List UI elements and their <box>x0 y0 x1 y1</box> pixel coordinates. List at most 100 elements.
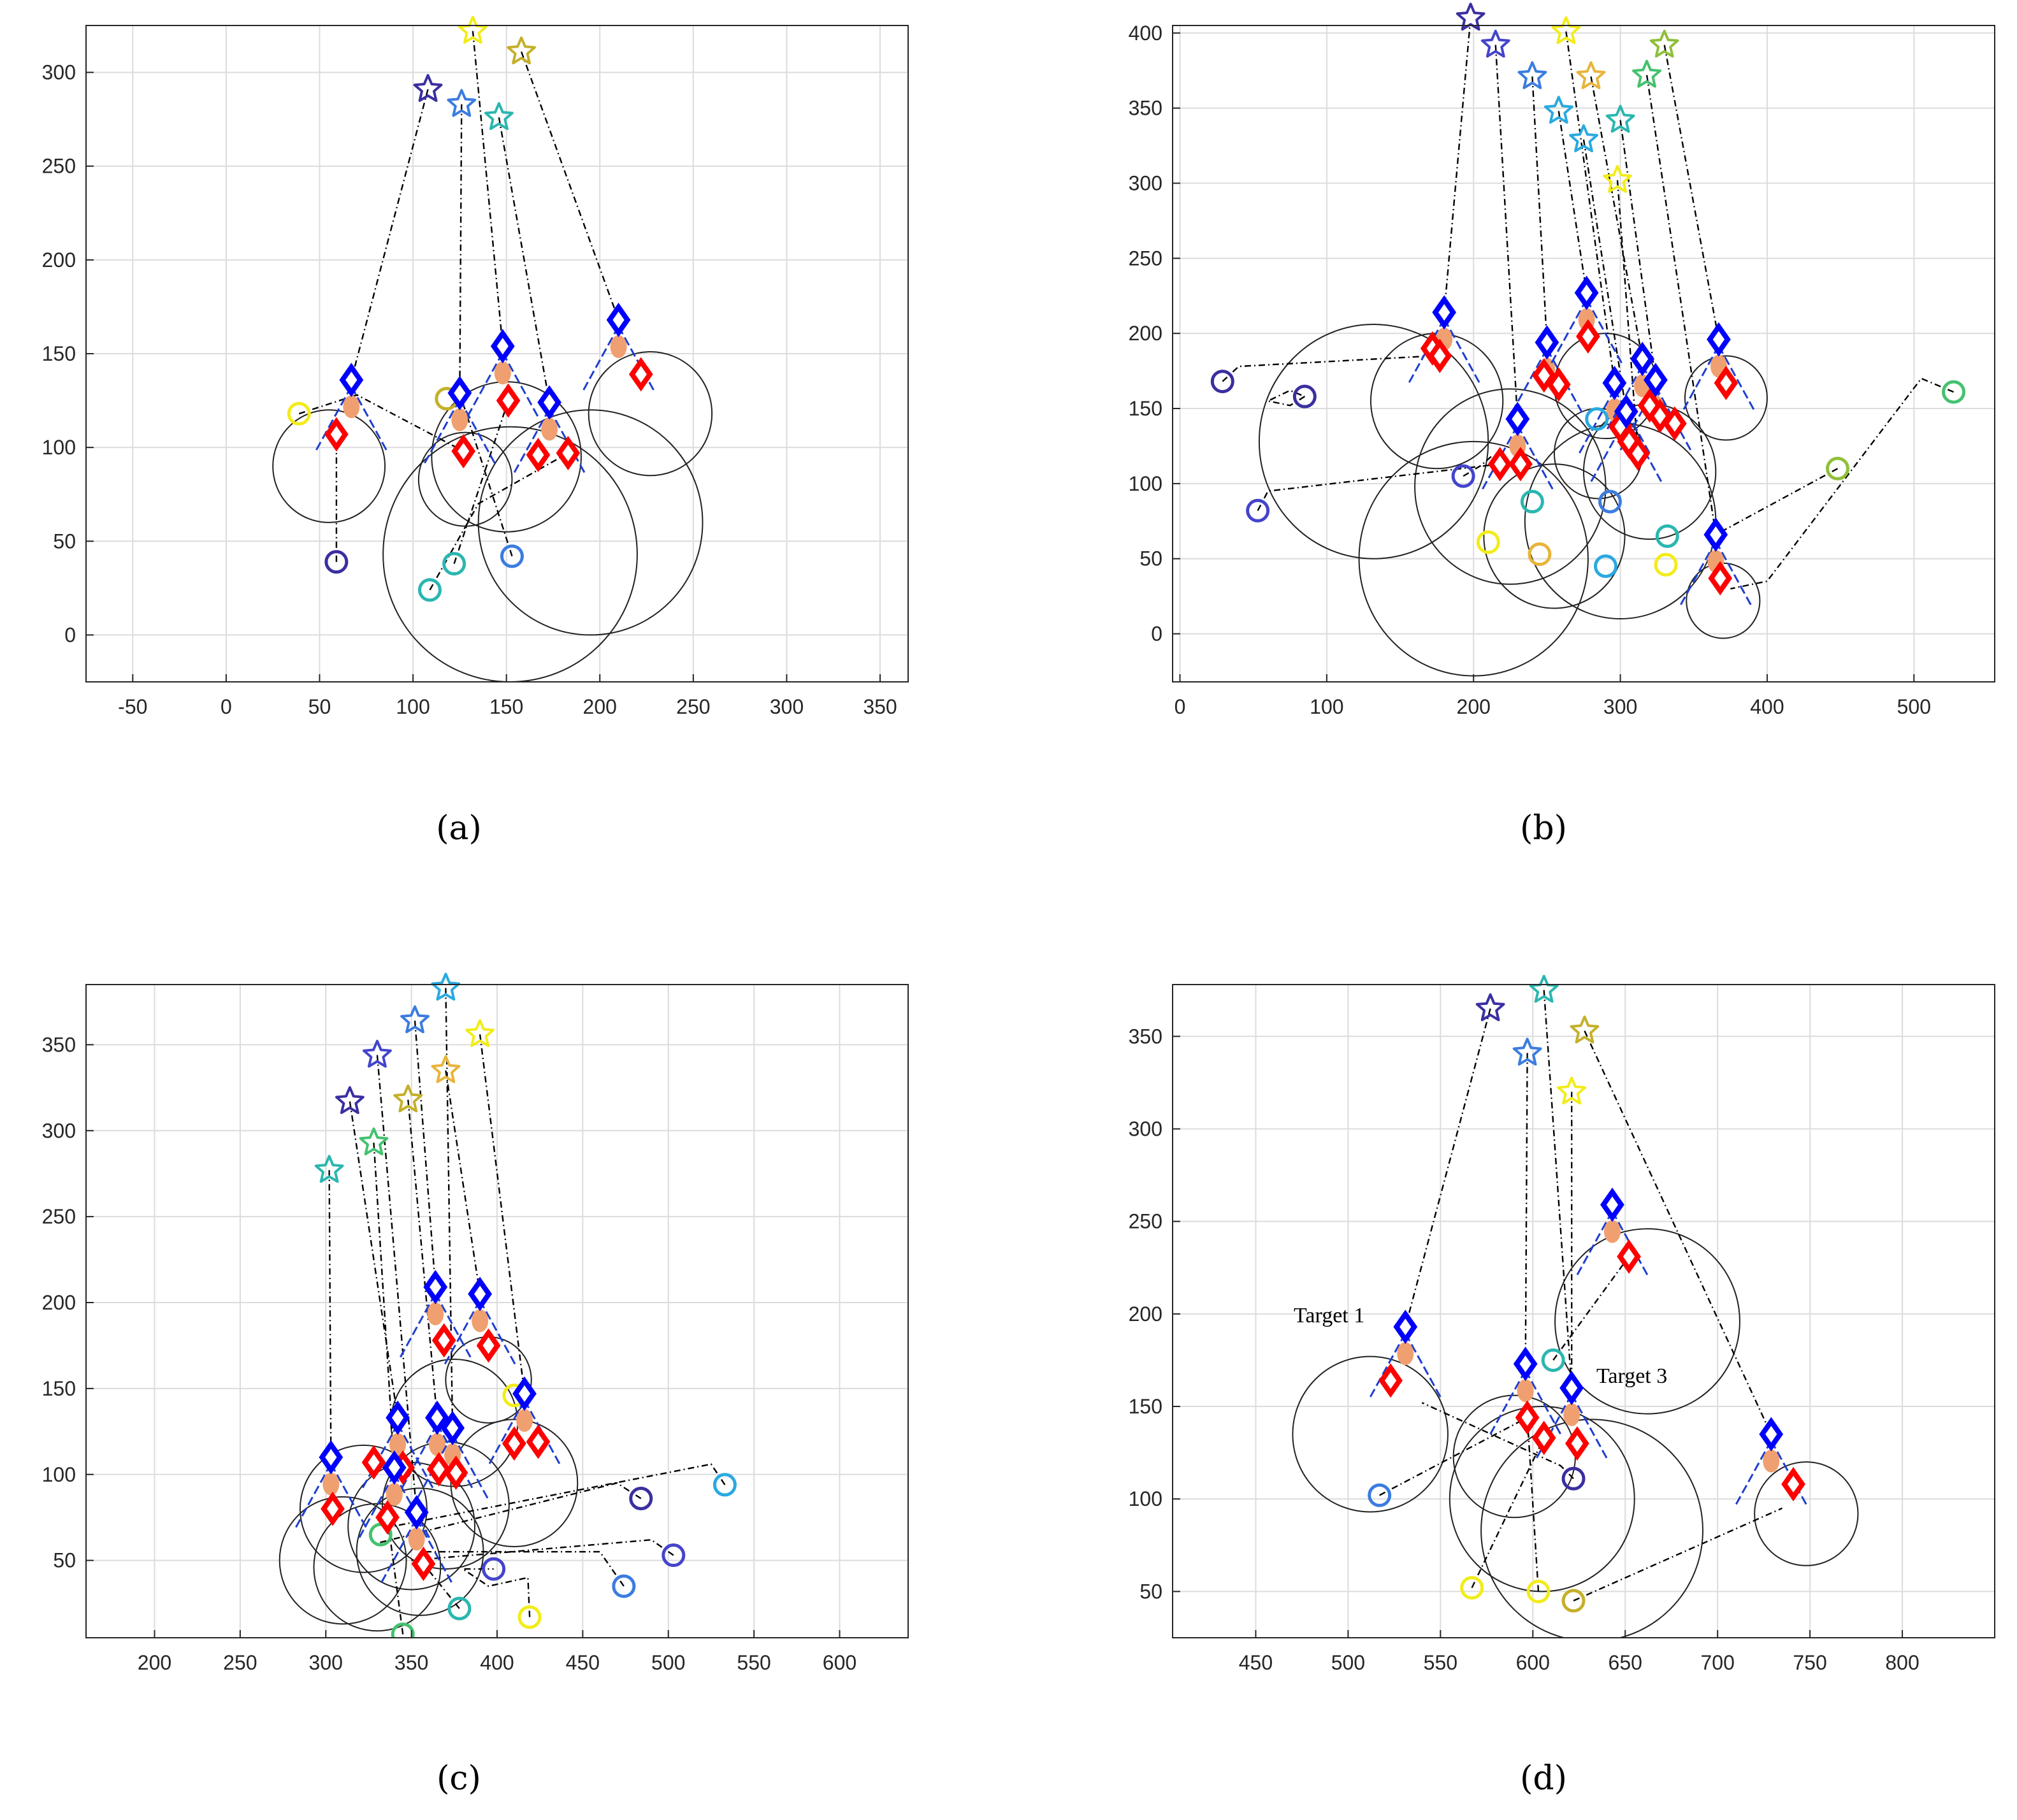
x-tick-label: 450 <box>1239 1651 1273 1674</box>
star-marker <box>1649 29 1679 58</box>
x-tick-label: 250 <box>223 1651 257 1674</box>
red-diamond-marker <box>1714 365 1739 400</box>
range-circle <box>382 426 638 682</box>
blue-diamond-marker <box>1535 325 1559 360</box>
start-marker <box>1561 1466 1586 1491</box>
star-marker <box>314 1155 344 1183</box>
red-diamond-marker <box>556 435 581 470</box>
annotation-target-1: Target 1 <box>1294 1304 1364 1327</box>
start-marker <box>417 578 442 602</box>
x-tick-label: -50 <box>118 695 147 718</box>
blue-diamond-marker <box>1600 1187 1624 1222</box>
trajectory-line <box>394 1463 726 1527</box>
start-marker <box>391 1622 415 1638</box>
axes-frame <box>1172 25 1995 682</box>
red-diamond-marker <box>1487 447 1512 482</box>
star-marker <box>1512 1037 1542 1066</box>
plot-area <box>1173 25 1995 682</box>
start-marker <box>500 544 524 568</box>
y-tick-label: 150 <box>1129 1395 1162 1418</box>
trajectory-line <box>407 1099 438 1418</box>
red-diamond-marker <box>375 1500 400 1535</box>
trajectory-line <box>479 1034 526 1394</box>
x-tick-label: 150 <box>489 695 523 718</box>
start-marker <box>1655 524 1679 548</box>
red-diamond-marker <box>361 1445 386 1480</box>
y-tick-label: 350 <box>1129 1025 1162 1048</box>
start-marker <box>712 1473 737 1497</box>
trajectory-line <box>1405 1008 1491 1327</box>
trajectory-line <box>349 1101 399 1418</box>
red-diamond-marker <box>1708 561 1733 596</box>
agent-body <box>1763 1449 1780 1473</box>
x-tick-label: 250 <box>676 695 710 718</box>
start-marker <box>1598 489 1622 514</box>
trajectory-line <box>1590 76 1644 359</box>
panel-d: 450 500 550 600 650 700 750 800 50 100 150 200 250 30… <box>1129 974 1995 1674</box>
y-tick-label: 200 <box>1129 1303 1162 1325</box>
red-diamond-marker <box>1531 358 1556 393</box>
agent-body <box>343 395 360 419</box>
x-tick-label: 800 <box>1885 1651 1919 1674</box>
y-tick-label: 250 <box>1129 247 1162 270</box>
trajectory-line <box>459 393 513 557</box>
agent-body <box>610 335 627 359</box>
red-diamond-marker <box>476 1328 501 1363</box>
x-tick-label: 300 <box>1603 695 1637 718</box>
start-marker <box>1826 456 1850 480</box>
range-circle <box>477 409 704 636</box>
star-marker <box>465 1019 495 1047</box>
start-marker <box>1528 542 1552 567</box>
y-tick-label: 250 <box>42 1205 76 1228</box>
y-tick-label: 300 <box>1129 171 1162 194</box>
start-marker <box>1210 370 1234 394</box>
x-tick-label: 650 <box>1609 1651 1642 1674</box>
star-marker <box>447 89 477 117</box>
y-tick-label: 250 <box>1129 1210 1162 1233</box>
trajectory-line <box>1524 1053 1528 1364</box>
range-circle <box>1480 1419 1703 1638</box>
blue-diamond-marker <box>447 375 472 410</box>
x-tick-label: 600 <box>1516 1651 1550 1674</box>
start-marker <box>629 1487 653 1511</box>
x-tick-label: 100 <box>396 695 430 718</box>
red-diamond-marker <box>321 1491 345 1526</box>
range-circle <box>1754 1461 1859 1566</box>
trajectory-line <box>1421 1402 1574 1480</box>
blue-diamond-marker <box>1559 1371 1584 1405</box>
star-marker <box>335 1086 365 1115</box>
start-marker <box>287 401 311 426</box>
trajectory-line <box>1543 990 1573 1389</box>
red-diamond-marker <box>444 1455 468 1491</box>
red-diamond-marker <box>1546 367 1571 402</box>
star-marker <box>400 1005 430 1034</box>
range-circle <box>588 351 713 477</box>
agent-body <box>494 361 511 385</box>
red-diamond-marker <box>628 357 653 392</box>
plot-content <box>272 31 713 682</box>
blue-diamond-marker <box>1614 394 1638 429</box>
trajectory-line <box>1558 111 1587 293</box>
y-tick-label: 400 <box>1129 22 1162 45</box>
star-marker <box>1529 974 1559 1003</box>
plot-area <box>1173 985 1995 1638</box>
star-marker <box>1570 1015 1600 1044</box>
star-marker <box>1576 61 1606 89</box>
plot-content <box>278 988 737 1638</box>
red-diamond-marker <box>1576 319 1600 354</box>
y-tick-label: 150 <box>42 342 76 365</box>
start-marker <box>1368 1483 1392 1507</box>
y-tick-label: 100 <box>42 436 76 459</box>
red-diamond-marker <box>1565 1426 1589 1461</box>
red-diamond-marker <box>526 1424 551 1459</box>
star-marker <box>1569 124 1598 152</box>
trajectory-line <box>1463 456 1492 477</box>
blue-diamond-marker <box>468 1276 493 1311</box>
trajectory-line <box>1526 1417 1540 1592</box>
red-diamond-marker <box>1508 447 1533 482</box>
x-tick-label: 500 <box>1331 1651 1365 1674</box>
y-tick-label: 200 <box>1129 322 1162 345</box>
range-circle <box>1554 1228 1740 1415</box>
red-diamond-marker <box>1428 338 1452 373</box>
trajectory-line <box>459 104 463 393</box>
